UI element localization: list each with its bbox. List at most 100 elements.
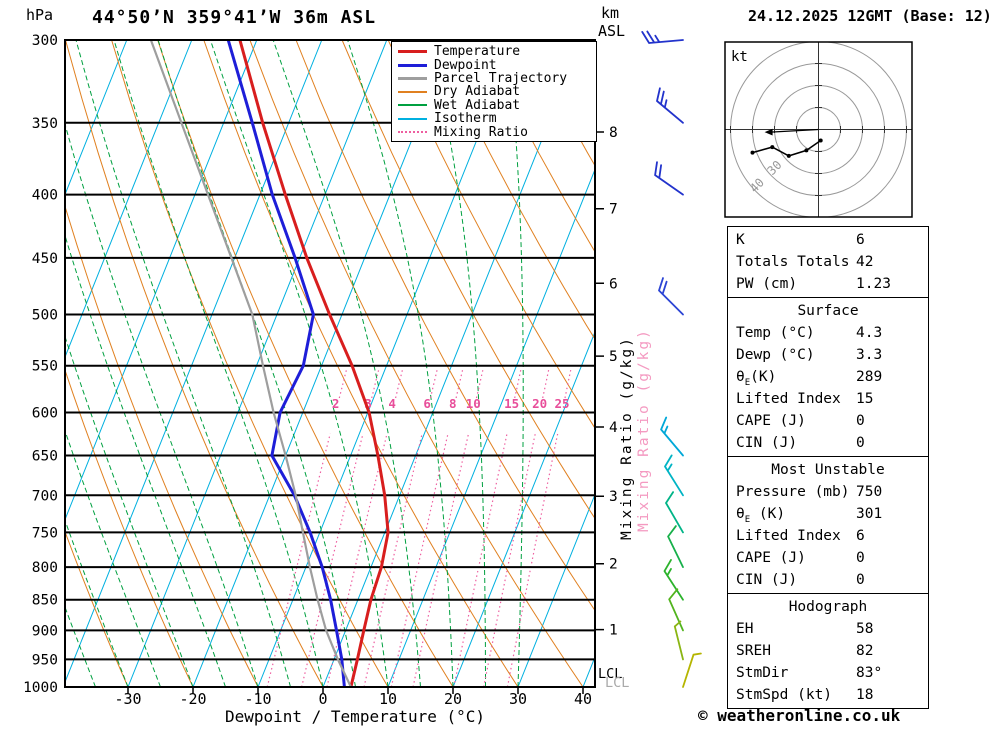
pressure-axis-unit: hPa (26, 6, 54, 24)
wind-barb (641, 30, 684, 44)
legend-label: Temperature (434, 44, 521, 60)
table-row-value: 15 (856, 391, 874, 407)
dewpoint-curve (226, 40, 346, 687)
svg-text:6: 6 (423, 396, 431, 411)
legend-line-swatch (398, 63, 427, 67)
svg-text:-10: -10 (244, 690, 271, 708)
svg-text:25: 25 (554, 396, 569, 411)
table-row: Pressure (mb) 750 (728, 481, 928, 503)
datetime-label: 24.12.2025 12GMT (Base: 12) (748, 7, 992, 25)
table-row-label: Pressure (mb) (736, 484, 850, 500)
svg-text:950: 950 (32, 652, 58, 668)
table-row-label: StmSpd (kt) (736, 687, 833, 703)
table-row-label: Lifted Index (736, 391, 841, 407)
legend-line-swatch (398, 117, 427, 120)
station-title: 44°50’N 359°41’W 36m ASL (92, 7, 377, 28)
lcl-marker-label: LCL (598, 666, 623, 682)
table-row-label: CIN (J) (736, 572, 798, 588)
table-row-value: 18 (856, 687, 874, 703)
svg-text:2: 2 (609, 557, 618, 573)
table-row-value: 6 (856, 232, 865, 248)
table-row-label: SREH (736, 643, 771, 659)
table-row: PW (cm) 1.23 (728, 273, 928, 295)
storm-motion-vector (770, 128, 819, 133)
wind-barb (664, 454, 684, 497)
legend-line-swatch (398, 90, 427, 93)
legend: Temperature Dewpoint Parcel Trajectory Dry … (391, 41, 597, 142)
table-row-label: Lifted Index (736, 528, 841, 544)
temperature-axis-labels: -30 -20 -10 0 10 20 30 40 (114, 690, 592, 708)
table-row-value: 4.3 (856, 325, 883, 341)
legend-line-swatch (398, 76, 427, 80)
table-row-value: 750 (856, 484, 883, 500)
table-row: Totals Totals 42 (728, 251, 928, 273)
svg-text:20: 20 (532, 396, 547, 411)
table-row: StmDir 83° (728, 662, 928, 684)
legend-label: Wet Adiabat (434, 97, 521, 113)
svg-text:750: 750 (32, 525, 58, 541)
svg-text:1000: 1000 (23, 680, 58, 696)
hodograph-ring-label: 30 (765, 158, 785, 178)
hodograph-trace-point (804, 148, 809, 153)
table-section: Surface Temp (°C) 4.3 Dewp (°C) 3.3 θE(K) 289 L… (727, 297, 929, 457)
legend-item: Temperature (392, 45, 596, 58)
table-row: Temp (°C) 4.3 (728, 322, 928, 344)
table-row-value: 58 (856, 621, 874, 637)
wind-barb (668, 588, 684, 632)
table-row-label: θE(K) (736, 369, 777, 388)
table-row: StmSpd (kt) 18 (728, 684, 928, 706)
table-row-value: 6 (856, 528, 865, 544)
svg-text:4: 4 (609, 420, 618, 436)
hodograph-trace (752, 139, 822, 157)
svg-text:450: 450 (32, 251, 58, 267)
pressure-axis-labels: 300 350 400 450 500 550 600 650 700 750 800 850 900 9… (23, 33, 58, 696)
svg-text:2: 2 (332, 396, 340, 411)
svg-text:30: 30 (509, 690, 527, 708)
svg-text:5: 5 (609, 349, 618, 365)
table-row-label: CAPE (J) (736, 550, 806, 566)
table-section-header: Hodograph (788, 599, 868, 615)
svg-text:900: 900 (32, 623, 58, 639)
table-row-label: CAPE (J) (736, 413, 806, 429)
svg-text:8: 8 (609, 125, 618, 141)
table-row-value: 82 (856, 643, 874, 659)
svg-text:40: 40 (574, 690, 592, 708)
svg-text:3: 3 (364, 396, 372, 411)
svg-text:15: 15 (504, 396, 519, 411)
svg-text:600: 600 (32, 406, 58, 422)
table-section-header: Most Unstable (771, 462, 885, 478)
table-row-value: 0 (856, 435, 865, 451)
table-row-value: 0 (856, 550, 865, 566)
table-row: CAPE (J) 0 (728, 410, 928, 432)
table-row: Lifted Index 6 (728, 525, 928, 547)
legend-line-swatch (398, 50, 427, 54)
legend-line-swatch (398, 131, 427, 134)
hodograph-trace-point (770, 145, 775, 150)
table-row-label: EH (736, 621, 754, 637)
svg-text:1: 1 (609, 623, 618, 639)
svg-text:-30: -30 (114, 690, 141, 708)
svg-text:500: 500 (32, 308, 58, 324)
wind-barb (658, 277, 684, 316)
wind-barb (660, 416, 684, 457)
wind-barb (682, 652, 702, 688)
svg-text:350: 350 (32, 116, 58, 132)
storm-motion-arrowhead (764, 128, 773, 136)
svg-text:8: 8 (449, 396, 457, 411)
table-row-label: Totals Totals (736, 254, 850, 270)
mixing-ratio-axis-label: Mixing Ratio (g/kg) (619, 336, 635, 540)
table-row-label: PW (cm) (736, 276, 798, 292)
altitude-unit-km-label: km (601, 4, 620, 22)
legend-item: Dewpoint (392, 58, 596, 72)
svg-text:650: 650 (32, 449, 58, 465)
lcl-marker-label-shadow: LCL (605, 675, 630, 691)
legend-label: Mixing Ratio (434, 124, 528, 140)
table-row-label: θE (K) (736, 506, 786, 525)
svg-text:850: 850 (32, 593, 58, 609)
svg-text:700: 700 (32, 488, 58, 504)
plot-border (64, 39, 596, 688)
